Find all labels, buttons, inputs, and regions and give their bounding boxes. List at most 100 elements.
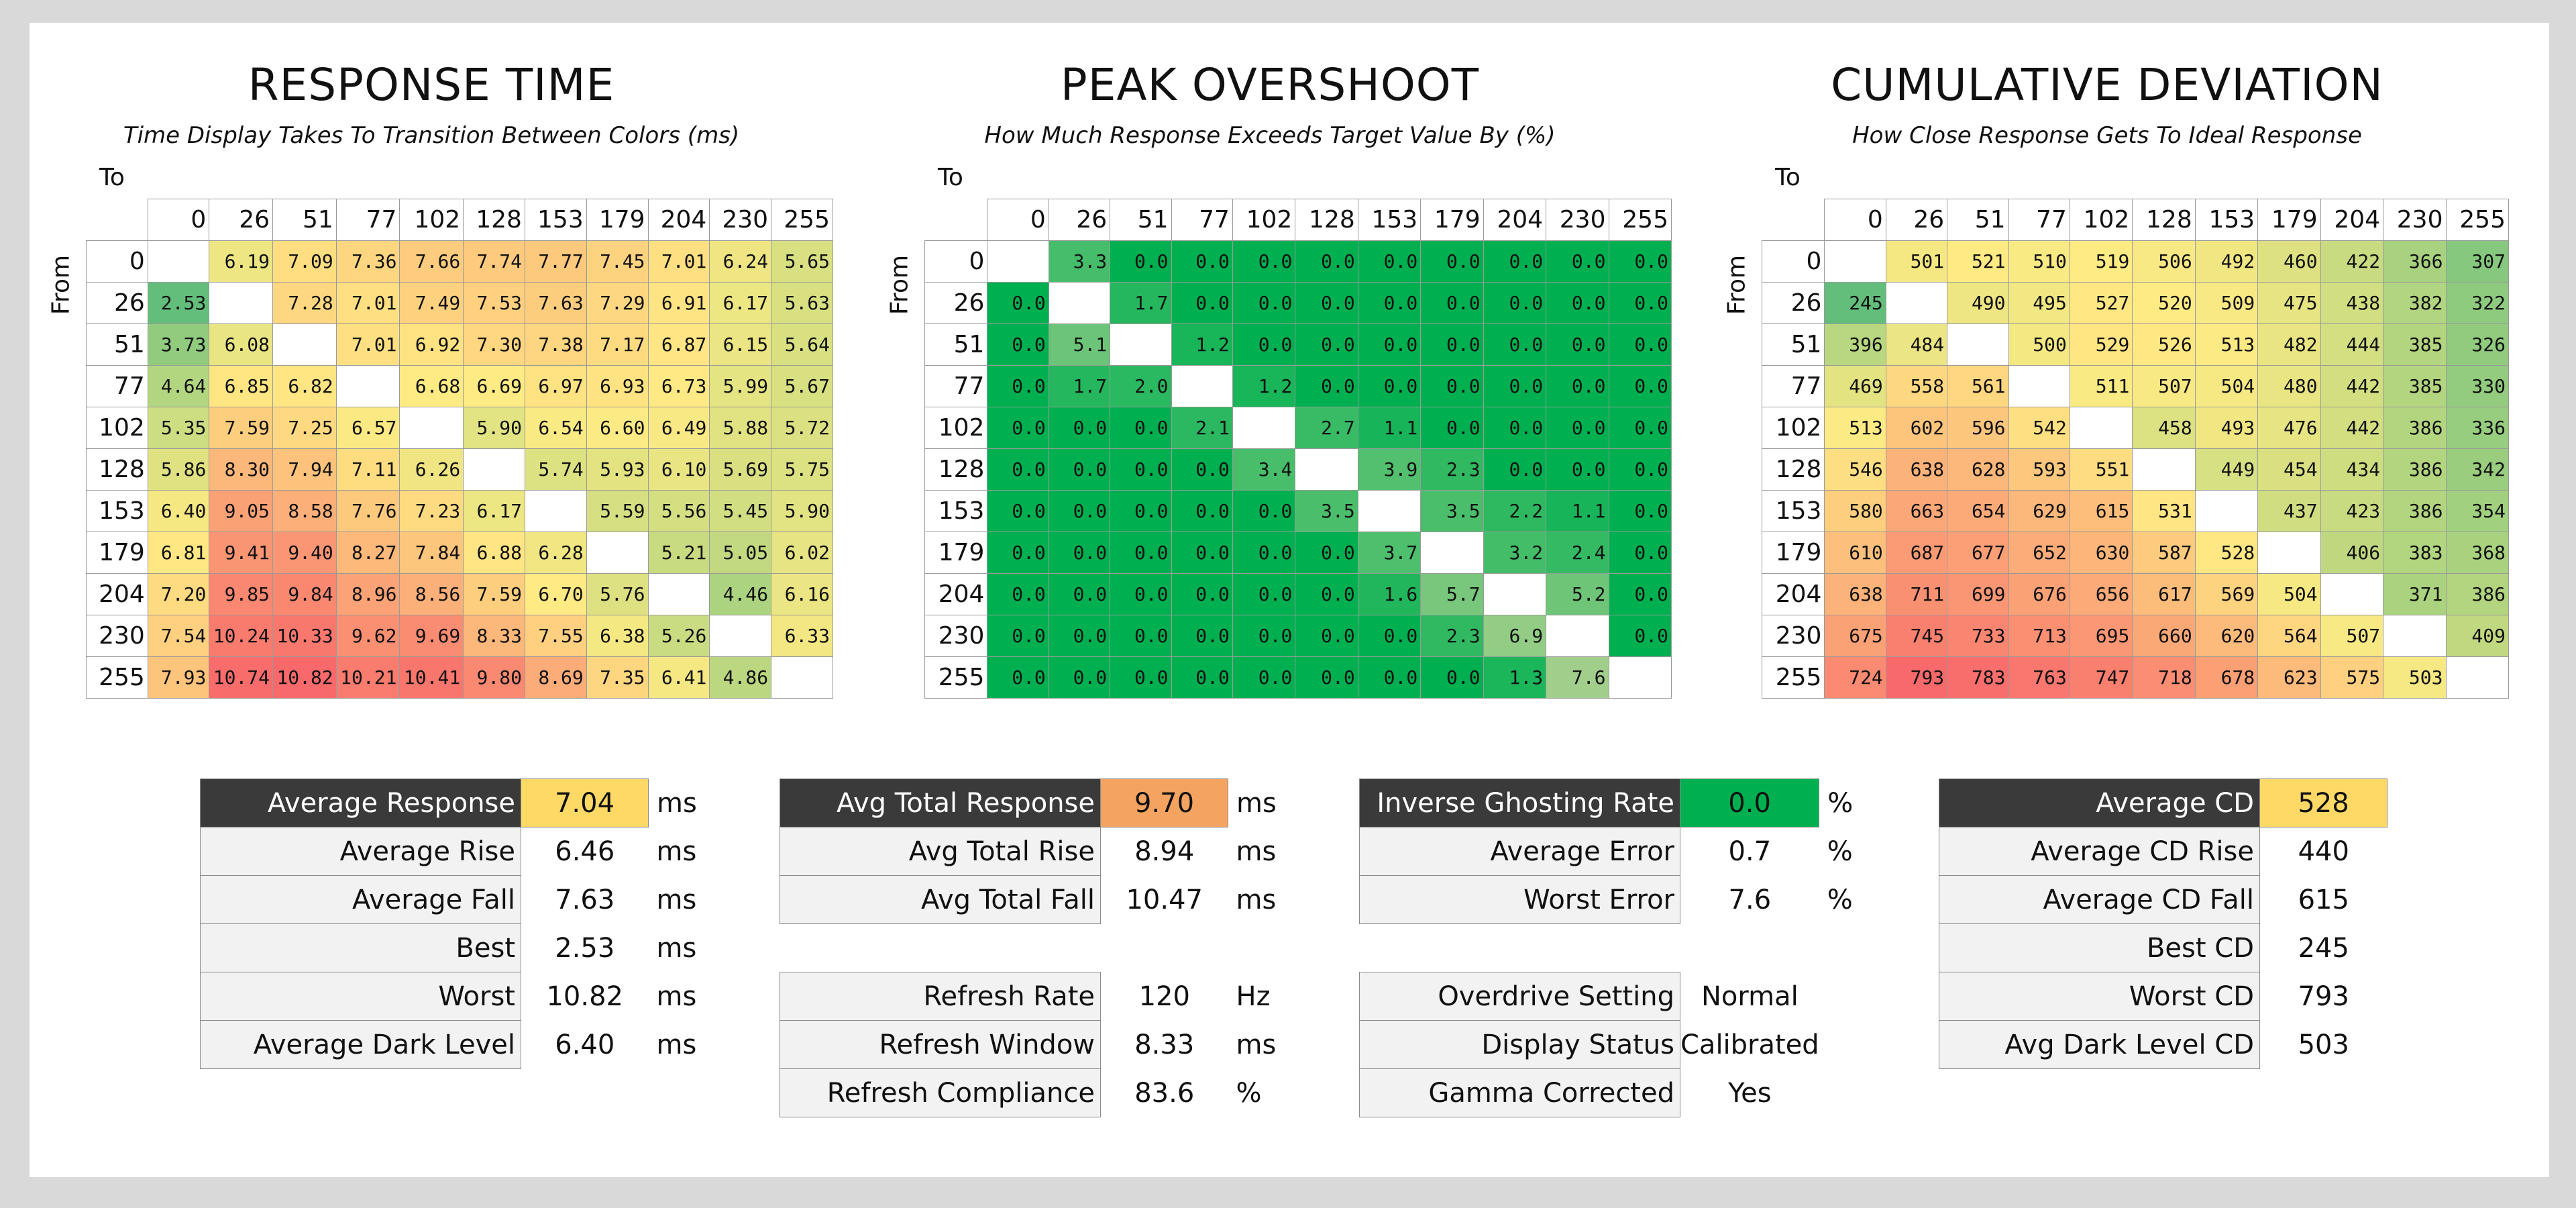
row-header: 179 [1761,532,1825,574]
stat-value: 120 [1138,980,1190,1012]
heatmap-cell: 0.0 [1420,323,1484,366]
heatmap-row: 179 0.0 0.0 0.0 0.0 0.0 0.0 3.7 3.2 2.4 0.0 [924,532,1672,574]
row-header: 204 [1761,573,1825,615]
heatmap-cell: 4.64 [147,365,210,407]
heatmap-cell [1110,323,1172,366]
heatmap-cell: 7.36 [335,240,400,283]
stat-value: 528 [2259,778,2387,827]
stat-value: 8.33 [1134,1029,1195,1060]
heatmap-cell: 7.84 [399,532,464,574]
heatmap-cell: 2.3 [1420,615,1484,657]
column-header: 255 [771,199,833,241]
heatmap-cell: 6.17 [709,282,772,324]
stat-unit: ms [1236,884,1277,915]
heatmap-cell [2320,573,2384,615]
heatmap-cell: 354 [2445,490,2509,532]
heatmap-row: 26 0.0 1.7 0.0 0.0 0.0 0.0 0.0 0.0 0.0 0.0 [924,282,1672,324]
stat-row: Worst 10.82 ms [200,972,709,1021]
stat-row: Avg Total Fall 10.47 ms [780,875,1289,924]
stat-label: Display Status [1359,1020,1680,1069]
stat-value: 9.70 [1100,778,1228,827]
heatmap-cell: 6.54 [524,407,587,449]
column-header: 26 [1885,199,1948,241]
stat-row: Avg Total Response 9.70 ms [780,778,1289,827]
heatmap-row: 77 0.0 1.7 2.0 1.2 0.0 0.0 0.0 0.0 0.0 0.0 [924,365,1672,407]
row-header: 26 [1761,282,1825,324]
heatmap-cell: 676 [2008,573,2070,615]
column-header: 204 [1483,199,1547,241]
stat-label: Refresh Compliance [780,1068,1101,1117]
heatmap-cell [1608,656,1672,699]
heatmap-cell: 7.74 [463,240,525,283]
heatmap-cell: 7.20 [147,573,210,615]
heatmap-cell [1295,448,1358,491]
heatmap-cell: 6.81 [147,532,210,574]
stat-row: Average CD Rise 440 [1939,827,2448,876]
peak-overshoot-title: PEAK OVERSHOOT [1060,59,1480,111]
heatmap-cell: 0.0 [1171,573,1233,615]
column-header: 230 [1546,199,1609,241]
heatmap-row: 255 7.93 10.74 10.82 10.21 10.41 9.80 8.69 7.35 6… [86,656,833,699]
heatmap-cell: 386 [2445,573,2509,615]
heatmap-cell: 490 [1947,282,2009,324]
heatmap-cell: 6.73 [647,365,710,407]
heatmap-cell: 6.49 [647,407,710,449]
stat-row: Display Status Calibrated [1359,1020,1880,1069]
heatmap-cell: 342 [2445,448,2509,491]
heatmap-cell: 0.0 [1608,365,1672,407]
heatmap-cell: 7.77 [524,240,587,283]
stats-gap [1360,924,1880,972]
heatmap-cell: 0.0 [1357,282,1421,324]
heatmap-cell: 0.0 [1608,532,1672,574]
heatmap-cell: 9.40 [272,532,337,574]
to-label: To [99,164,125,191]
heatmap-row: 51 3.73 6.08 7.01 6.92 7.30 7.38 7.17 6.87 6.15 5.… [86,323,833,366]
heatmap-cell: 0.0 [1110,407,1172,449]
column-header: 255 [2445,199,2509,241]
heatmap-cell: 504 [2257,573,2321,615]
heatmap-cell: 0.0 [1048,656,1111,699]
heatmap-cell: 6.28 [524,532,587,574]
heatmap-cell: 6.24 [709,240,772,283]
heatmap-cell: 531 [2132,490,2196,532]
stat-row: Inverse Ghosting Rate 0.0% [1359,778,1880,827]
heatmap-cell: 7.63 [524,282,587,324]
heatmap-cell [1357,490,1421,532]
heatmap-cell: 7.01 [647,240,710,283]
heatmap-cell: 6.70 [524,573,587,615]
heatmap-cell: 718 [2132,656,2196,699]
stat-value: 440 [2298,836,2349,867]
heatmap-cell: 245 [1824,282,1886,324]
heatmap-row: 0 501 521 510 519 506 492 460 422 366 307 [1761,240,2509,283]
heatmap-cell: 7.93 [147,656,210,699]
heatmap-cell [209,282,274,324]
heatmap-row: 255 0.0 0.0 0.0 0.0 0.0 0.0 0.0 0.0 1.3 7.6 [924,656,1672,699]
heatmap-row: 77 469 558 561 511 507 504 480 442 385 330 [1761,365,2509,407]
heatmap-cell: 3.5 [1420,490,1484,532]
heatmap-cell: 7.01 [335,323,400,366]
heatmap-cell: 0.0 [1357,240,1421,283]
heatmap-cell: 7.6 [1546,656,1609,699]
heatmap-cell: 526 [2132,323,2196,366]
heatmap-cell: 610 [1824,532,1886,574]
heatmap-cell: 2.7 [1295,407,1358,449]
column-header: 77 [335,199,400,241]
heatmap-cell: 5.2 [1546,573,1609,615]
heatmap-cell: 0.0 [1110,615,1172,657]
column-header: 0 [1824,199,1886,241]
heatmap-cell: 6.41 [647,656,710,699]
column-header: 153 [524,199,587,241]
heatmap-cell: 326 [2445,323,2509,366]
stat-row: Best 2.53 ms [200,923,709,972]
heatmap-cell: 434 [2320,448,2384,491]
column-header: 102 [2069,199,2133,241]
stat-value: 2.53 [555,932,615,964]
stat-label: Average Response [200,778,521,827]
heatmap-cell [335,365,400,407]
heatmap-cell: 7.45 [586,240,649,283]
response-time-heatmap: 0 26 51 77 102 128 153 179 204 230 255 0 6.19 7.09 7.3… [86,199,833,699]
heatmap-cell: 10.74 [209,656,274,699]
row-header: 77 [924,365,988,407]
stat-unit: ms [1236,836,1277,867]
heatmap-cell: 9.62 [335,615,400,657]
